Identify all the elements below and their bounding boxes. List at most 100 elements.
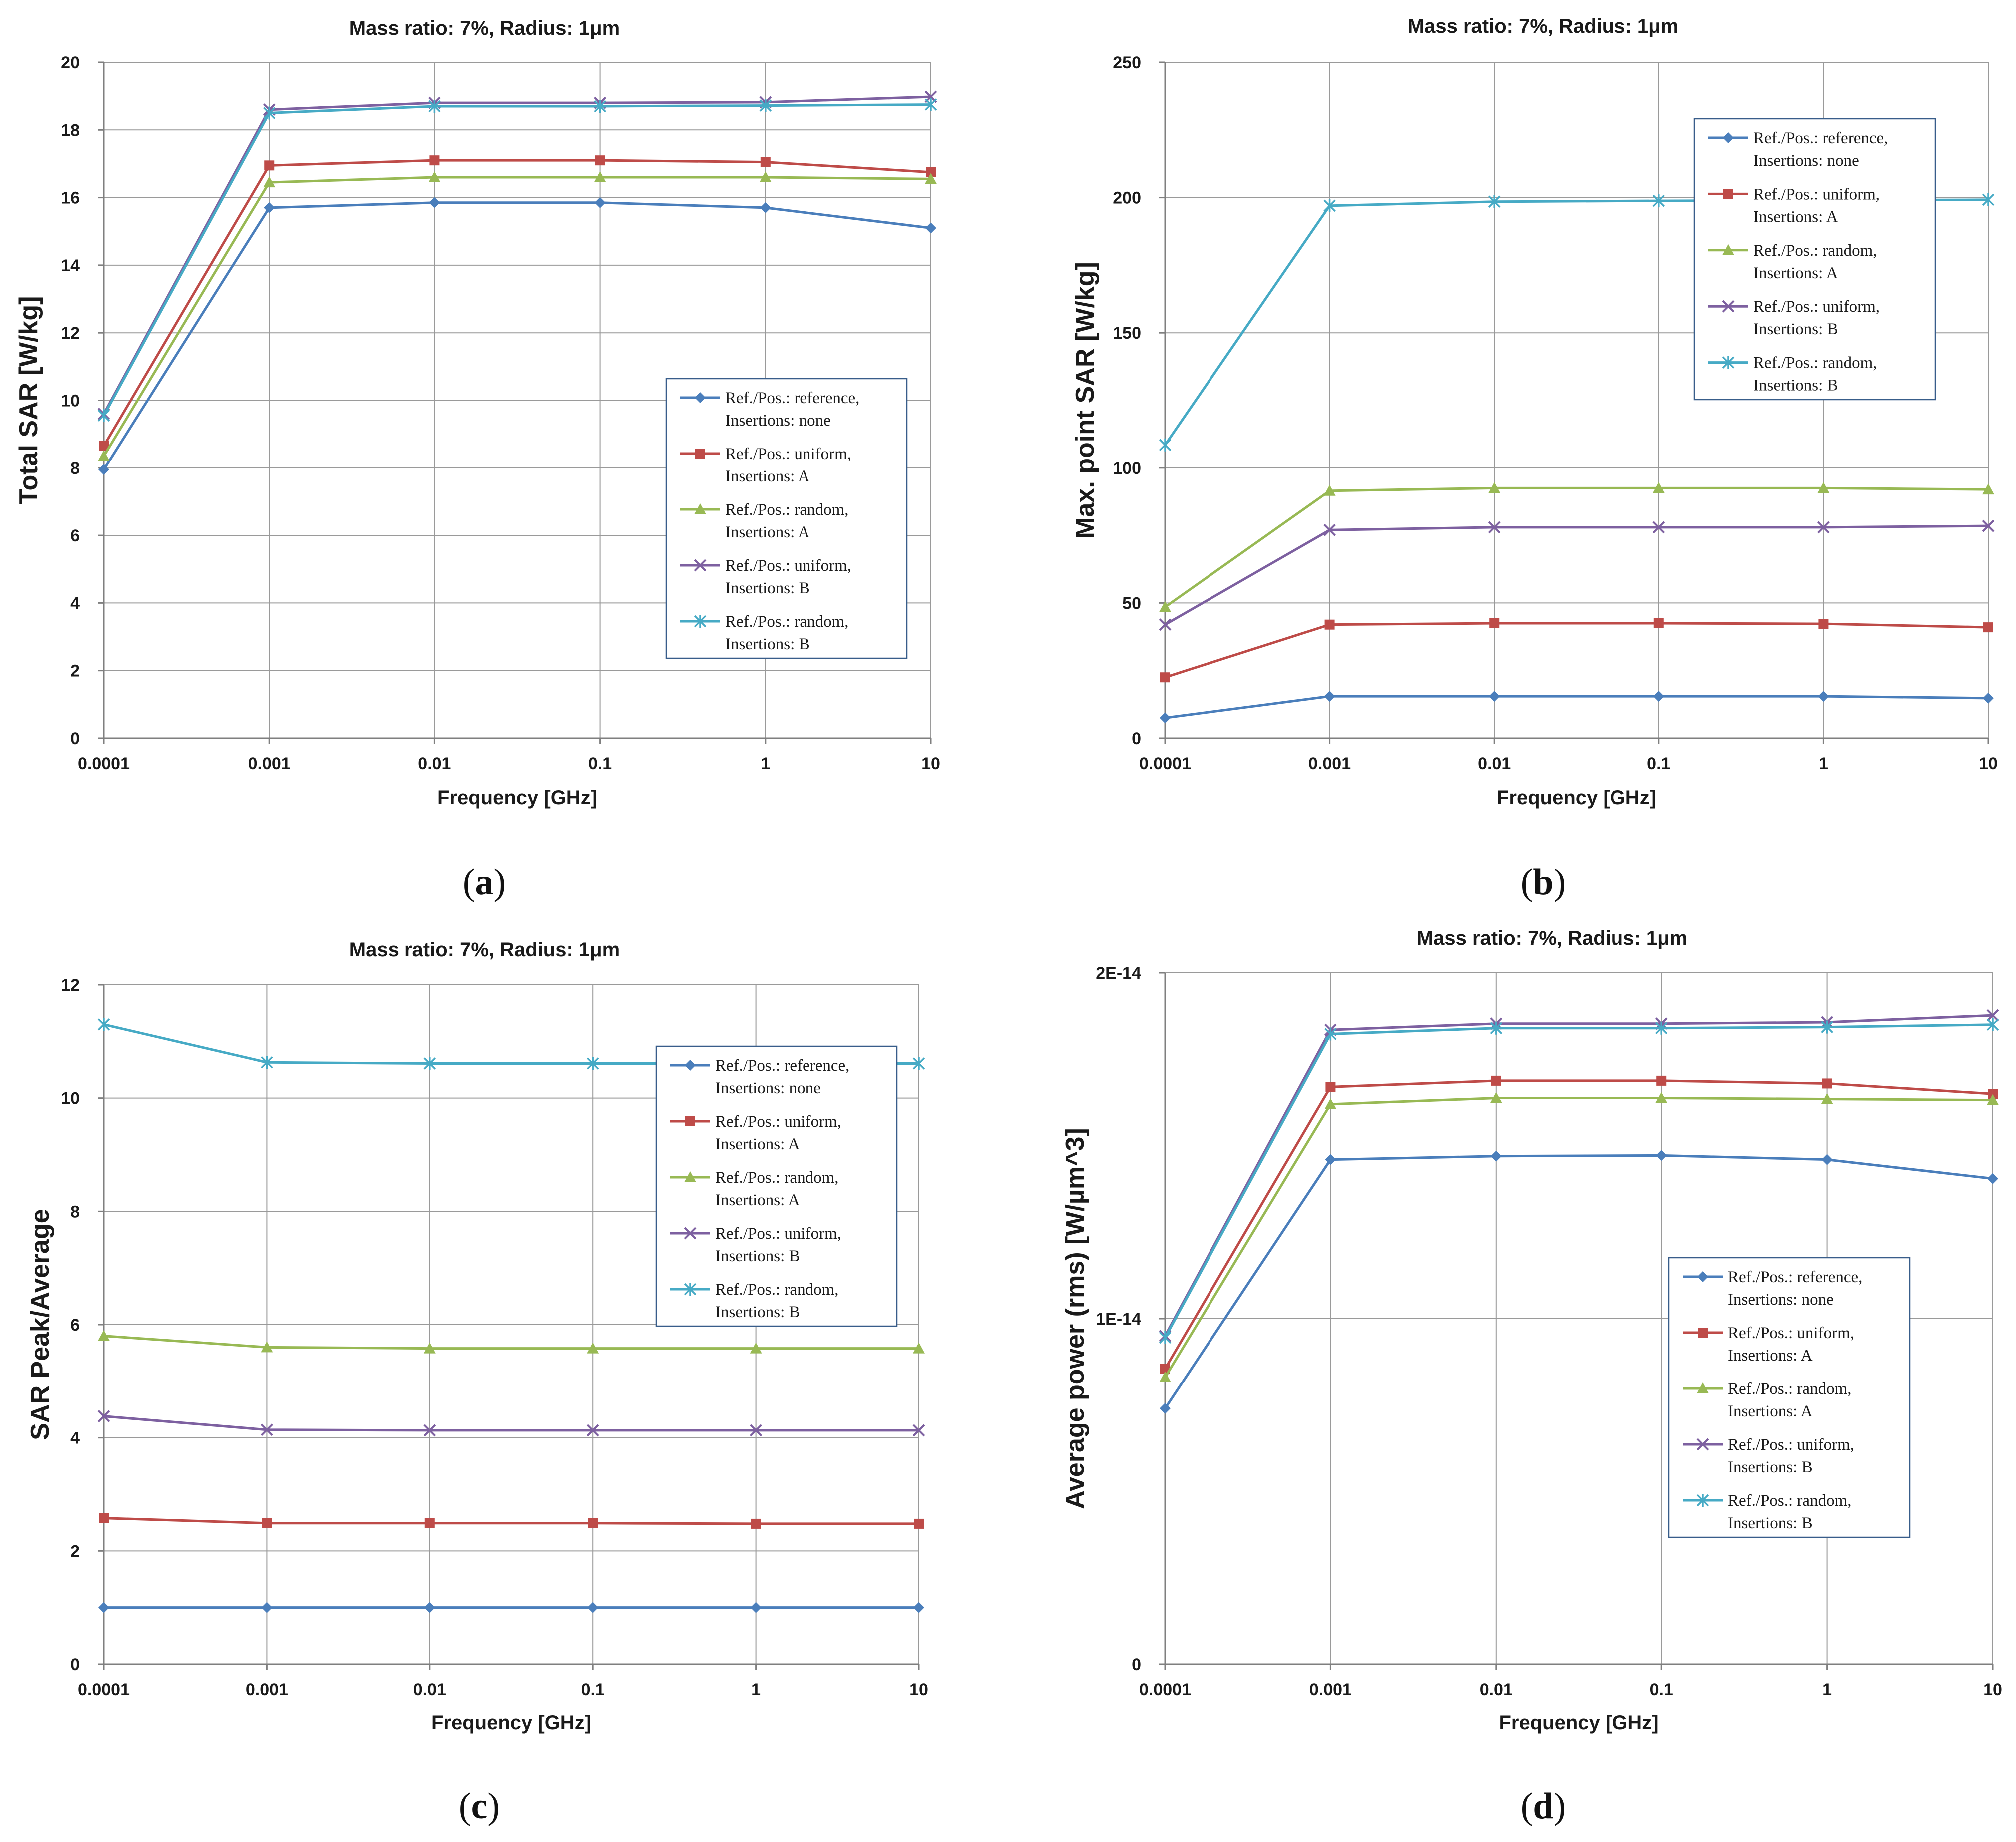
data-point xyxy=(263,176,276,188)
legend-label-line1: Ref./Pos.: uniform, xyxy=(715,1113,841,1131)
x-tick-label: 1 xyxy=(761,754,770,773)
legend-swatch-marker xyxy=(1697,1382,1709,1393)
data-point xyxy=(914,1518,924,1529)
y-tick-label: 0 xyxy=(70,1655,80,1674)
data-point xyxy=(1987,1173,1998,1184)
y-tick-label: 14 xyxy=(61,256,80,275)
data-point xyxy=(924,98,937,111)
legend-item: Ref./Pos.: random, Insertions: B xyxy=(1683,1492,1851,1532)
legend-swatch-marker xyxy=(1698,1328,1708,1338)
series-line xyxy=(1165,622,1989,679)
data-point xyxy=(750,1424,763,1437)
legend-box xyxy=(1693,118,1936,401)
legend-label-line1: Ref./Pos.: random, xyxy=(1728,1492,1851,1510)
x-tick-label: 10 xyxy=(921,754,940,773)
series-line xyxy=(1165,695,1989,719)
y-tick-label: 250 xyxy=(1113,53,1141,72)
data-point xyxy=(1159,1371,1171,1382)
series-reference xyxy=(1160,691,1994,724)
data-point xyxy=(98,1330,110,1341)
y-tick-label: 16 xyxy=(61,189,80,208)
subfigure-caption: (c) xyxy=(459,1786,500,1827)
data-point xyxy=(1488,195,1501,208)
series-line xyxy=(102,176,931,457)
data-point xyxy=(428,99,441,113)
x-tick-label: 10 xyxy=(1979,754,1998,773)
chart-title: Mass ratio: 7%, Radius: 1μm xyxy=(349,17,620,39)
legend-swatch-marker xyxy=(684,1227,697,1240)
data-point xyxy=(97,409,110,422)
data-point xyxy=(99,441,109,451)
legend-swatch-marker xyxy=(694,615,707,628)
series-line xyxy=(1164,1079,1993,1370)
data-point xyxy=(1822,1078,1832,1089)
legend-label-line1: Ref./Pos.: reference, xyxy=(725,389,859,407)
x-tick-label: 0.1 xyxy=(1650,1680,1673,1699)
series-uniform_A xyxy=(1160,618,1993,683)
data-point xyxy=(1159,618,1172,631)
data-point xyxy=(595,155,605,166)
legend-swatch-marker xyxy=(1722,244,1734,255)
data-point xyxy=(912,1424,925,1437)
data-point xyxy=(1821,1154,1833,1165)
legend-swatch-marker xyxy=(1697,1271,1708,1282)
legend-swatch-marker xyxy=(1696,1438,1709,1451)
data-point xyxy=(750,1602,762,1613)
series-random_A xyxy=(1159,1092,1999,1382)
legend-item: Ref./Pos.: random, Insertions: B xyxy=(680,613,848,653)
y-tick-label: 12 xyxy=(61,324,80,343)
data-point xyxy=(263,106,276,120)
x-axis-label: Frequency [GHz] xyxy=(1497,787,1656,809)
series-uniform_B xyxy=(1159,519,1995,631)
legend-label-line2: Insertions: A xyxy=(1728,1347,1813,1365)
data-point xyxy=(1821,1020,1833,1034)
series-line xyxy=(1164,1154,1993,1409)
data-point xyxy=(1982,519,1995,532)
legend-label-line2: Insertions: A xyxy=(725,523,810,541)
y-axis-label: Total SAR [W/kg] xyxy=(14,296,43,505)
data-point xyxy=(594,99,606,113)
legend-label-line2: Insertions: B xyxy=(1753,377,1838,395)
data-point xyxy=(1488,482,1501,493)
data-point xyxy=(264,160,275,171)
legend-label-line1: Ref./Pos.: uniform, xyxy=(1753,298,1880,316)
x-tick-label: 0.01 xyxy=(1480,1680,1513,1699)
legend-swatch-marker xyxy=(1722,356,1735,369)
data-point xyxy=(913,1342,925,1354)
legend-label-line1: Ref./Pos.: uniform, xyxy=(725,445,851,463)
data-point xyxy=(1653,618,1664,628)
x-tick-label: 0.01 xyxy=(413,1680,446,1699)
legend-label-line2: Insertions: B xyxy=(725,579,810,597)
legend-label-line2: Insertions: A xyxy=(715,1191,800,1209)
data-point xyxy=(264,202,275,213)
legend-label-line2: Insertions: none xyxy=(725,412,831,430)
data-point xyxy=(760,157,771,167)
series-uniform_B xyxy=(97,1410,925,1437)
x-tick-label: 1 xyxy=(1819,754,1828,773)
legend-label-line1: Ref./Pos.: random, xyxy=(725,501,848,519)
data-point xyxy=(97,1410,110,1423)
data-point xyxy=(1489,618,1500,628)
series-line xyxy=(102,159,931,447)
x-tick-label: 0.0001 xyxy=(1139,754,1191,773)
y-tick-label: 18 xyxy=(61,121,80,140)
data-point xyxy=(1818,619,1829,629)
legend-swatch-marker xyxy=(1722,300,1735,313)
data-point xyxy=(1159,438,1172,452)
series-uniform_A xyxy=(99,155,936,451)
y-tick-label: 12 xyxy=(61,976,80,995)
data-point xyxy=(262,1518,272,1528)
legend-label-line2: Insertions: A xyxy=(1753,208,1838,226)
series-line xyxy=(1164,1014,1993,1337)
legend-item: Ref./Pos.: random, Insertions: A xyxy=(670,1169,838,1209)
legend-label-line2: Insertions: B xyxy=(715,1303,800,1321)
y-tick-label: 150 xyxy=(1113,324,1141,343)
legend-label-line1: Ref./Pos.: random, xyxy=(715,1281,838,1299)
data-point xyxy=(1982,193,1995,206)
data-point xyxy=(1821,1093,1833,1104)
legend-swatch-marker xyxy=(684,1171,696,1182)
legend: Ref./Pos.: reference,Insertions: noneRef… xyxy=(1693,118,1936,401)
data-point xyxy=(1324,1098,1337,1109)
legend-swatch-marker xyxy=(1696,1494,1709,1507)
